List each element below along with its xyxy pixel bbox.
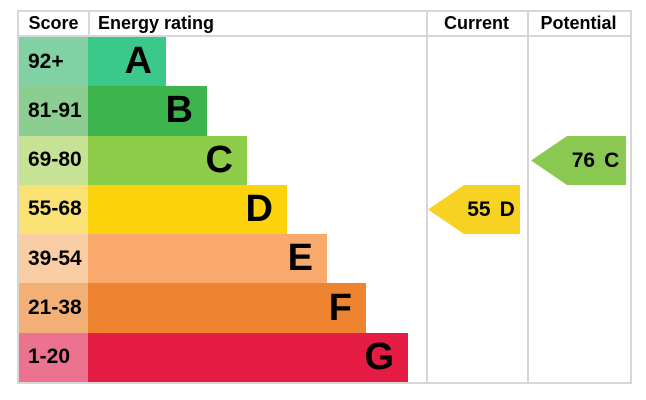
band-row-c: 69-80 C [19,135,630,185]
header-current: Current [443,13,509,33]
band-bar-f: F [88,283,366,333]
table-header: Score Energy rating Current Potential [19,12,630,37]
band-rows: 92+ A 81-91 B 69-80 C 55-68 D 39-54 E 21… [19,37,630,382]
band-row-e: 39-54 E [19,234,630,284]
divider-score-column [88,12,90,37]
band-score-d: 55-68 [19,184,88,235]
header-score: Score [28,13,79,33]
band-score-g: 1-20 [19,332,88,382]
epc-table: Score Energy rating Current Potential 92… [17,10,632,384]
header-potential: Potential [540,13,617,33]
band-bar-c: C [88,135,247,185]
band-bar-e: E [88,234,327,284]
band-score-a: 92+ [19,37,88,87]
band-bar-d: D [88,184,287,235]
band-row-g: 1-20 G [19,332,630,382]
potential-rating-value: 76 [571,148,596,172]
band-score-e: 39-54 [19,234,88,284]
divider-current-column [426,12,428,382]
band-score-f: 21-38 [19,283,88,333]
band-bar-a: A [88,37,166,87]
band-row-b: 81-91 B [19,86,630,136]
band-letter-c: C [205,138,233,181]
band-letter-e: E [287,237,313,280]
current-rating-band: D [499,197,515,221]
band-bar-g: G [88,332,408,382]
band-letter-d: D [245,187,273,230]
header-energy-rating: Energy rating [98,13,215,33]
band-letter-b: B [165,89,193,132]
band-score-c: 69-80 [19,135,88,185]
divider-potential-column [527,12,529,382]
band-letter-a: A [124,40,152,83]
band-row-d: 55-68 D [19,184,630,235]
band-bar-b: B [88,86,207,136]
band-score-b: 81-91 [19,86,88,136]
band-row-f: 21-38 F [19,283,630,333]
band-row-a: 92+ A [19,37,630,87]
band-letter-g: G [364,335,394,378]
band-letter-f: F [328,286,352,329]
potential-rating-band: C [604,148,620,172]
current-rating-value: 55 [467,197,491,221]
